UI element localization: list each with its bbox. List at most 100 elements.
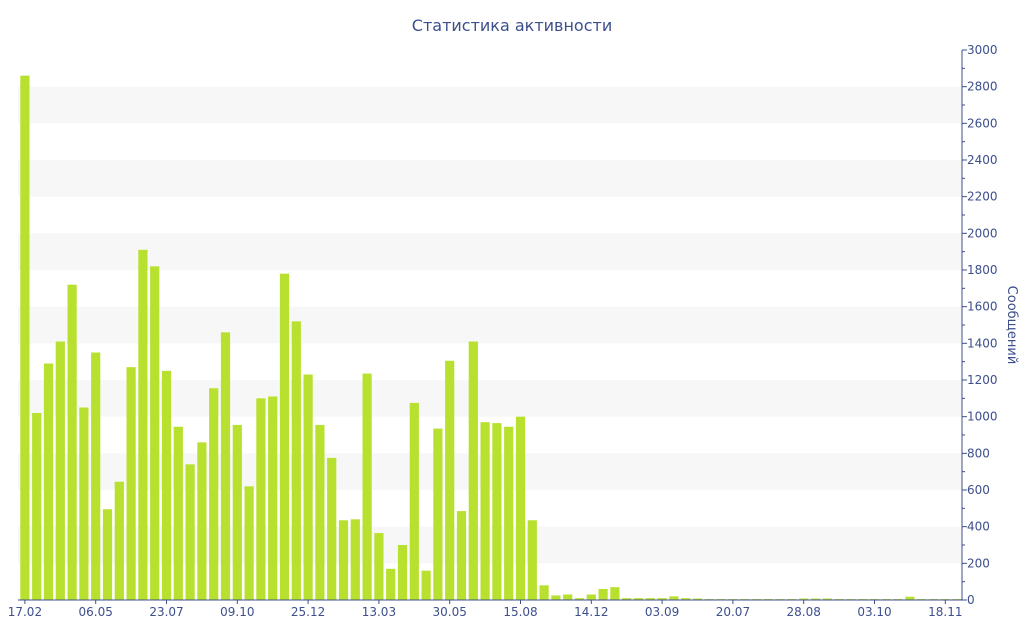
y-axis-ticks: 0 200 400 600 800 1000 1200 1400 1600 1800 2000 220… bbox=[962, 43, 998, 607]
bar[interactable] bbox=[409, 402, 419, 600]
bar[interactable] bbox=[303, 374, 313, 601]
bar[interactable] bbox=[551, 595, 561, 600]
y-tick-label: 200 bbox=[967, 556, 990, 570]
bar[interactable] bbox=[669, 596, 679, 600]
bar[interactable] bbox=[905, 596, 915, 600]
bar[interactable] bbox=[456, 511, 467, 600]
bar[interactable] bbox=[327, 457, 337, 600]
bar[interactable] bbox=[810, 598, 821, 600]
bar[interactable] bbox=[220, 332, 231, 600]
x-axis-ticks: 17.02 06.05 23.07 09.10 25.12 13.03 30.05 15.08… bbox=[8, 600, 962, 619]
y-tick-label: 2400 bbox=[967, 153, 998, 167]
bar[interactable] bbox=[433, 428, 443, 600]
x-tick-label: 15.08 bbox=[503, 605, 537, 619]
bar[interactable] bbox=[421, 570, 431, 600]
bar[interactable] bbox=[209, 388, 219, 600]
bar[interactable] bbox=[386, 568, 396, 600]
bar[interactable] bbox=[268, 396, 278, 601]
bar[interactable] bbox=[645, 598, 655, 600]
grid-band bbox=[18, 306, 962, 344]
y-tick-label: 1400 bbox=[967, 336, 998, 350]
x-tick-label: 28.08 bbox=[787, 605, 821, 619]
x-tick-label: 13.03 bbox=[362, 605, 396, 619]
grid-band bbox=[18, 453, 962, 490]
bar[interactable] bbox=[574, 598, 585, 600]
bar[interactable] bbox=[126, 367, 136, 600]
y-tick-label: 1200 bbox=[967, 373, 998, 387]
bar[interactable] bbox=[586, 594, 596, 601]
bar[interactable] bbox=[563, 594, 573, 601]
bar[interactable] bbox=[480, 422, 490, 600]
bar[interactable] bbox=[799, 598, 809, 600]
bar[interactable] bbox=[291, 321, 301, 600]
bar[interactable] bbox=[397, 545, 408, 600]
bar[interactable] bbox=[527, 520, 537, 600]
bar[interactable] bbox=[468, 341, 478, 601]
bar[interactable] bbox=[515, 416, 526, 600]
bar[interactable] bbox=[244, 486, 254, 600]
y-tick-label: 1800 bbox=[967, 263, 998, 277]
y-tick-label: 3000 bbox=[967, 43, 998, 57]
bar[interactable] bbox=[79, 407, 89, 601]
bar[interactable] bbox=[138, 249, 148, 601]
bar[interactable] bbox=[20, 75, 30, 600]
bar[interactable] bbox=[256, 398, 266, 600]
bar[interactable] bbox=[610, 587, 620, 600]
bar[interactable] bbox=[504, 426, 514, 600]
bar[interactable] bbox=[822, 598, 832, 600]
grid-band bbox=[18, 233, 962, 270]
bar[interactable] bbox=[32, 413, 42, 600]
bar[interactable] bbox=[374, 533, 384, 600]
x-tick-label: 14.12 bbox=[574, 605, 608, 619]
background-bands bbox=[18, 86, 962, 564]
bar[interactable] bbox=[67, 284, 77, 600]
bar[interactable] bbox=[279, 273, 290, 600]
bar[interactable] bbox=[232, 424, 242, 600]
x-tick-label: 17.02 bbox=[8, 605, 42, 619]
grid-band bbox=[18, 526, 962, 564]
bar[interactable] bbox=[150, 266, 160, 600]
x-tick-label: 06.05 bbox=[79, 605, 113, 619]
x-tick-label: 18.11 bbox=[928, 605, 962, 619]
bar[interactable] bbox=[445, 360, 455, 600]
x-tick-label: 20.07 bbox=[716, 605, 750, 619]
y-tick-label: 0 bbox=[967, 593, 975, 607]
bar[interactable] bbox=[492, 423, 502, 600]
x-tick-label: 03.09 bbox=[645, 605, 679, 619]
x-tick-label: 03.10 bbox=[857, 605, 891, 619]
bar[interactable] bbox=[102, 509, 113, 600]
grid-band bbox=[18, 380, 962, 417]
bar[interactable] bbox=[161, 370, 172, 600]
grid-band bbox=[18, 160, 962, 197]
y-tick-label: 400 bbox=[967, 520, 990, 534]
bar[interactable] bbox=[43, 363, 54, 601]
y-tick-label: 600 bbox=[967, 483, 990, 497]
bar[interactable] bbox=[633, 598, 644, 600]
bar[interactable] bbox=[350, 519, 360, 600]
bar[interactable] bbox=[114, 481, 124, 600]
bar[interactable] bbox=[315, 424, 325, 600]
bar[interactable] bbox=[185, 464, 195, 600]
bar[interactable] bbox=[338, 520, 349, 600]
bar[interactable] bbox=[681, 598, 691, 600]
bar[interactable] bbox=[622, 598, 632, 600]
bar[interactable] bbox=[657, 598, 667, 600]
x-tick-label: 23.07 bbox=[149, 605, 183, 619]
bar[interactable] bbox=[692, 598, 703, 600]
y-tick-label: 2200 bbox=[967, 190, 998, 204]
x-tick-label: 09.10 bbox=[220, 605, 254, 619]
x-tick-label: 30.05 bbox=[433, 605, 467, 619]
bar[interactable] bbox=[197, 442, 207, 600]
bars-group bbox=[20, 75, 962, 601]
bar[interactable] bbox=[55, 341, 65, 601]
bar[interactable] bbox=[539, 585, 549, 600]
bar[interactable] bbox=[362, 373, 372, 600]
y-axis-label: Сообщений bbox=[1004, 286, 1019, 365]
y-tick-label: 2000 bbox=[967, 226, 998, 240]
bar[interactable] bbox=[173, 426, 183, 600]
y-tick-label: 1000 bbox=[967, 410, 998, 424]
bar[interactable] bbox=[598, 589, 608, 600]
y-tick-label: 800 bbox=[967, 446, 990, 460]
bar[interactable] bbox=[91, 352, 101, 601]
